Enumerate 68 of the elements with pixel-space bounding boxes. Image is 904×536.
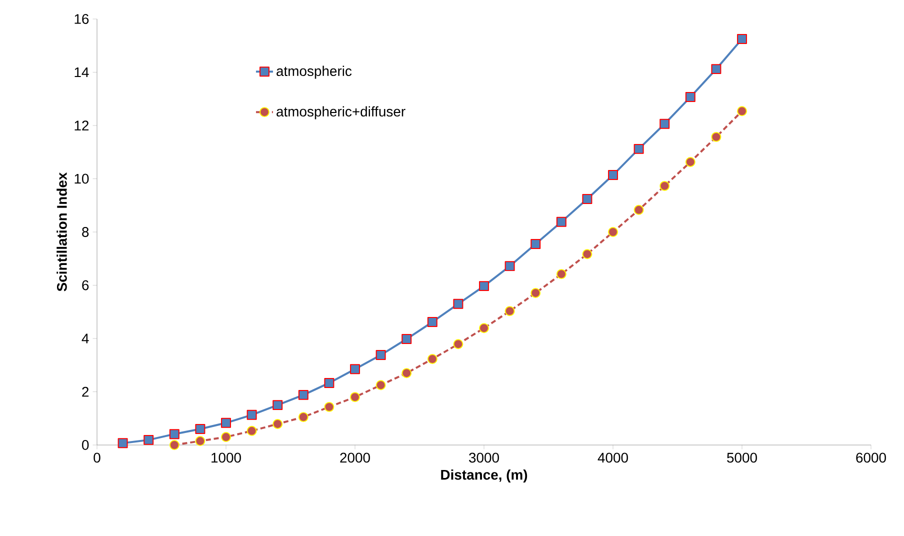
point <box>195 436 206 446</box>
point <box>350 392 360 402</box>
point <box>221 418 231 428</box>
point <box>195 424 206 434</box>
point <box>634 204 644 215</box>
point <box>685 156 696 167</box>
legend-label: atmospheric <box>276 66 352 79</box>
point <box>272 400 283 410</box>
point <box>504 261 515 272</box>
point <box>737 34 747 44</box>
point <box>272 418 283 429</box>
point <box>246 426 257 436</box>
y-tick-label: 0 <box>82 440 89 450</box>
y-tick-label: 8 <box>82 227 89 237</box>
x-tick-label: 3000 <box>469 452 499 463</box>
point <box>376 380 386 390</box>
point <box>556 216 566 227</box>
point <box>376 350 386 360</box>
x-tick-label: 6000 <box>856 452 886 463</box>
point <box>711 132 722 142</box>
point <box>634 144 644 154</box>
point <box>221 432 231 442</box>
point <box>608 227 618 237</box>
point <box>144 434 154 445</box>
y-tick-label: 4 <box>82 334 89 344</box>
point <box>402 334 412 344</box>
point <box>582 249 592 260</box>
x-tick-label: 0 <box>94 452 100 463</box>
point <box>608 170 618 180</box>
y-tick-label: 16 <box>74 14 89 24</box>
y-tick-label: 6 <box>82 280 89 290</box>
y-tick-label: 10 <box>74 174 89 184</box>
point <box>504 306 515 316</box>
x-axis-title: Distance, (m) <box>441 469 528 482</box>
point <box>350 364 360 374</box>
x-tick-label: 1000 <box>212 452 241 463</box>
y-tick-label: 14 <box>74 67 89 78</box>
point <box>427 317 438 327</box>
point <box>246 410 257 420</box>
legend-label: atmospheric+diffuser <box>276 106 406 120</box>
point <box>556 269 566 280</box>
x-tick-label: 4000 <box>598 452 628 463</box>
x-tick-label: 2000 <box>340 452 370 463</box>
point <box>582 194 592 204</box>
point <box>685 92 696 102</box>
point <box>530 238 541 249</box>
point <box>427 354 438 364</box>
point <box>479 323 489 334</box>
point <box>453 339 464 350</box>
point <box>402 368 412 378</box>
point <box>660 180 670 191</box>
y-axis-title: Scintillation Index <box>56 172 67 292</box>
point <box>118 438 128 448</box>
point <box>660 118 670 129</box>
point <box>711 64 722 74</box>
point <box>324 378 334 388</box>
point <box>453 298 464 309</box>
point <box>324 402 334 412</box>
point <box>169 440 180 450</box>
point <box>530 288 541 298</box>
point <box>737 106 747 116</box>
x-tick-label: 5000 <box>727 452 757 463</box>
y-tick-label: 12 <box>74 120 89 130</box>
point <box>479 281 489 292</box>
point <box>298 412 308 422</box>
point <box>298 390 308 400</box>
y-tick-label: 2 <box>82 386 89 397</box>
point <box>169 429 180 440</box>
